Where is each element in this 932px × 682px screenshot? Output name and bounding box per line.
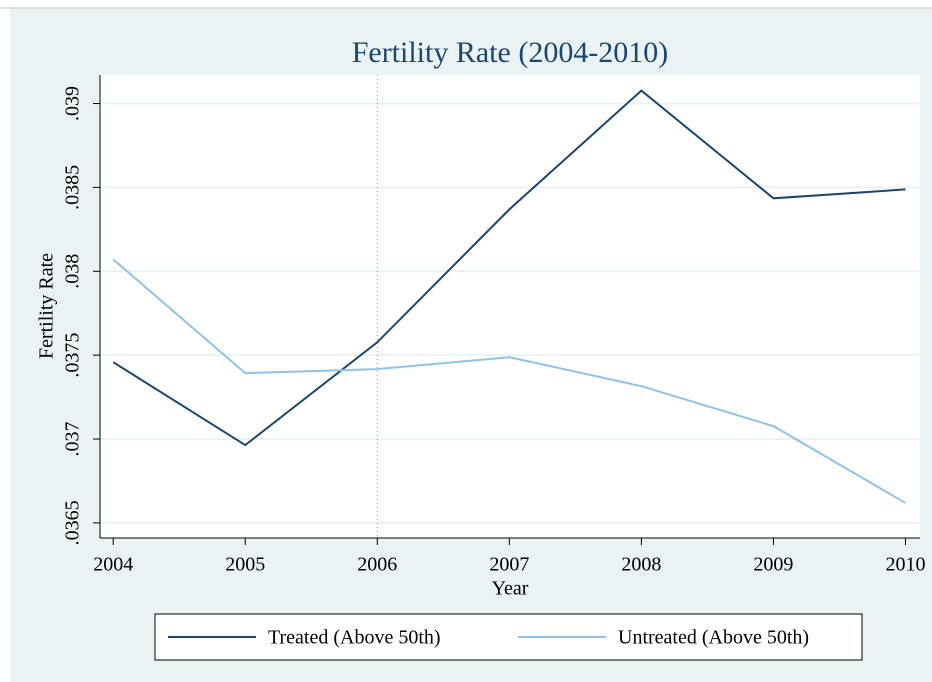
x-axis-label: Year <box>492 578 529 600</box>
y-tick-label: .0375 <box>62 333 84 378</box>
y-tick-label: .038 <box>62 254 84 289</box>
y-tick-label: .039 <box>62 86 84 121</box>
legend-box <box>154 613 863 661</box>
x-tick-label: 2005 <box>225 554 265 576</box>
x-tick-label: 2009 <box>753 554 793 576</box>
x-tick-label: 2006 <box>357 554 397 576</box>
y-tick-label: .037 <box>62 422 84 457</box>
y-axis-label: Fertility Rate <box>36 253 58 359</box>
series-line <box>112 258 906 504</box>
x-tick-label: 2004 <box>93 554 133 576</box>
x-tick-label: 2007 <box>489 554 529 576</box>
series-line <box>112 89 906 447</box>
plot-region <box>100 75 920 538</box>
legend-label: Treated (Above 50th) <box>268 627 441 649</box>
x-tick-label: 2010 <box>885 554 925 576</box>
x-tick-label: 2008 <box>621 554 661 576</box>
y-tick-label: .0365 <box>62 500 84 545</box>
chart-title: Fertility Rate (2004-2010) <box>352 36 669 69</box>
y-tick-label: .0385 <box>62 165 84 210</box>
legend-label: Untreated (Above 50th) <box>618 627 809 649</box>
